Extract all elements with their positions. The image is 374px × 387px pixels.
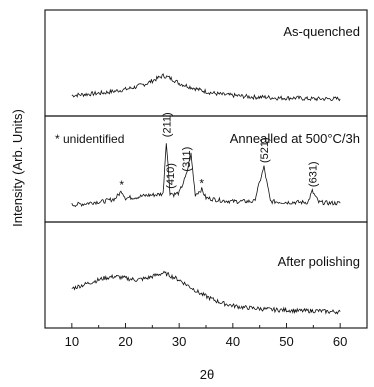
peak-label-5: (631) [307,161,319,187]
x-tick-label-60: 60 [333,334,347,349]
x-tick-label-30: 30 [172,334,186,349]
x-tick-label-40: 40 [226,334,240,349]
panel-label-annealed: Annealled at 500°C/3h [230,131,360,146]
peak-label-3: (311) [181,147,193,172]
x-tick-label-20: 20 [118,334,132,349]
x-tick-label-10: 10 [65,334,79,349]
series-line-panel-1 [71,73,341,102]
chart-dynamic-layer: (211) (410) (311) (521) (631) * * 10 20 30 40 50 60 [44,73,368,349]
panel-label-as-quenched: As-quenched [283,24,360,39]
asterisk-marker-2: * [199,176,204,190]
asterisk-marker-1: * [119,178,124,192]
series-line-panel-2 [71,143,341,208]
series-line-panel-3 [71,270,341,315]
peak-label-1: (211) [161,112,173,137]
x-tick-label-50: 50 [279,334,293,349]
peak-label-2: (410) [165,163,177,189]
y-axis-label: Intensity (Arb. Units) [10,109,25,227]
peak-label-4: (521) [259,137,271,163]
unidentified-note: * unidentified [55,132,124,146]
panel-label-after-polishing: After polishing [278,254,360,269]
x-axis-label: 2θ [200,367,214,382]
